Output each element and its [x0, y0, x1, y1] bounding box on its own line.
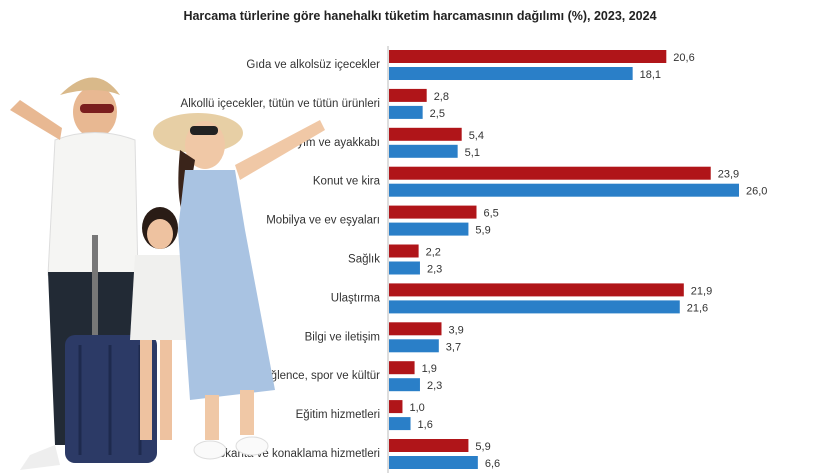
category-label: Eğlence, spor ve kültür [263, 370, 380, 382]
bar-2023 [389, 439, 469, 452]
category-label: Sağlık [348, 254, 380, 266]
bar-2023 [389, 50, 667, 63]
woman-figure [153, 113, 325, 460]
bar-2023 [389, 244, 419, 258]
value-label: 6,6 [485, 458, 500, 470]
chart-title: Harcama türlerine göre hanehalkı tüketim… [183, 9, 657, 23]
value-label: 2,3 [427, 380, 442, 392]
value-label: 5,4 [469, 130, 484, 142]
bar-2024 [389, 378, 420, 392]
bar-2024 [389, 300, 680, 314]
value-label: 2,8 [434, 91, 449, 103]
value-label: 20,6 [673, 52, 694, 64]
category-label: Giyim ve ayakkabı [286, 137, 380, 149]
bar-2023 [389, 88, 427, 102]
bar-2024 [389, 261, 420, 275]
bar-2023 [389, 283, 684, 297]
value-label: 26,0 [746, 186, 767, 198]
bar-2024 [389, 339, 439, 353]
family-photo [10, 77, 325, 470]
bar-2024 [389, 456, 478, 469]
bar-2024 [389, 417, 411, 431]
value-label: 3,9 [449, 324, 464, 336]
value-label: 5,1 [465, 147, 480, 159]
bar-2023 [389, 205, 477, 219]
bar-2023 [389, 322, 442, 336]
value-label: 5,9 [475, 225, 490, 237]
bar-2023 [389, 127, 462, 141]
value-label: 6,5 [484, 208, 499, 220]
category-label: Eğitim hizmetleri [296, 409, 380, 421]
value-label: 21,6 [687, 302, 708, 314]
bar-2024 [389, 222, 469, 236]
child-figure [130, 207, 190, 440]
bar-2024 [389, 183, 739, 197]
category-label: Alkollü içecekler, tütün ve tütün ürünle… [181, 98, 380, 110]
bar-2023 [389, 166, 711, 180]
category-label: Konut ve kira [313, 176, 381, 188]
category-label: Mobilya ve ev eşyaları [266, 215, 380, 227]
value-label: 5,9 [475, 441, 490, 453]
bar-2023 [389, 361, 415, 375]
value-label: 2,2 [426, 247, 441, 259]
bar-2024 [389, 144, 458, 158]
value-label: 21,9 [691, 285, 712, 297]
value-label: 1,6 [418, 419, 433, 431]
value-label: 2,3 [427, 264, 442, 276]
bar-2024 [389, 105, 423, 119]
value-label: 3,7 [446, 341, 461, 353]
value-label: 2,5 [430, 108, 445, 120]
value-label: 1,9 [422, 363, 437, 375]
value-label: 23,9 [718, 169, 739, 181]
value-label: 1,0 [409, 402, 424, 414]
bar-2024 [389, 67, 633, 80]
category-label: Bilgi ve iletişim [305, 331, 380, 343]
category-label: Gıda ve alkolsüz içecekler [246, 59, 380, 71]
bar-2023 [389, 400, 403, 414]
category-label: Ulaştırma [331, 292, 381, 304]
value-label: 18,1 [640, 69, 661, 81]
